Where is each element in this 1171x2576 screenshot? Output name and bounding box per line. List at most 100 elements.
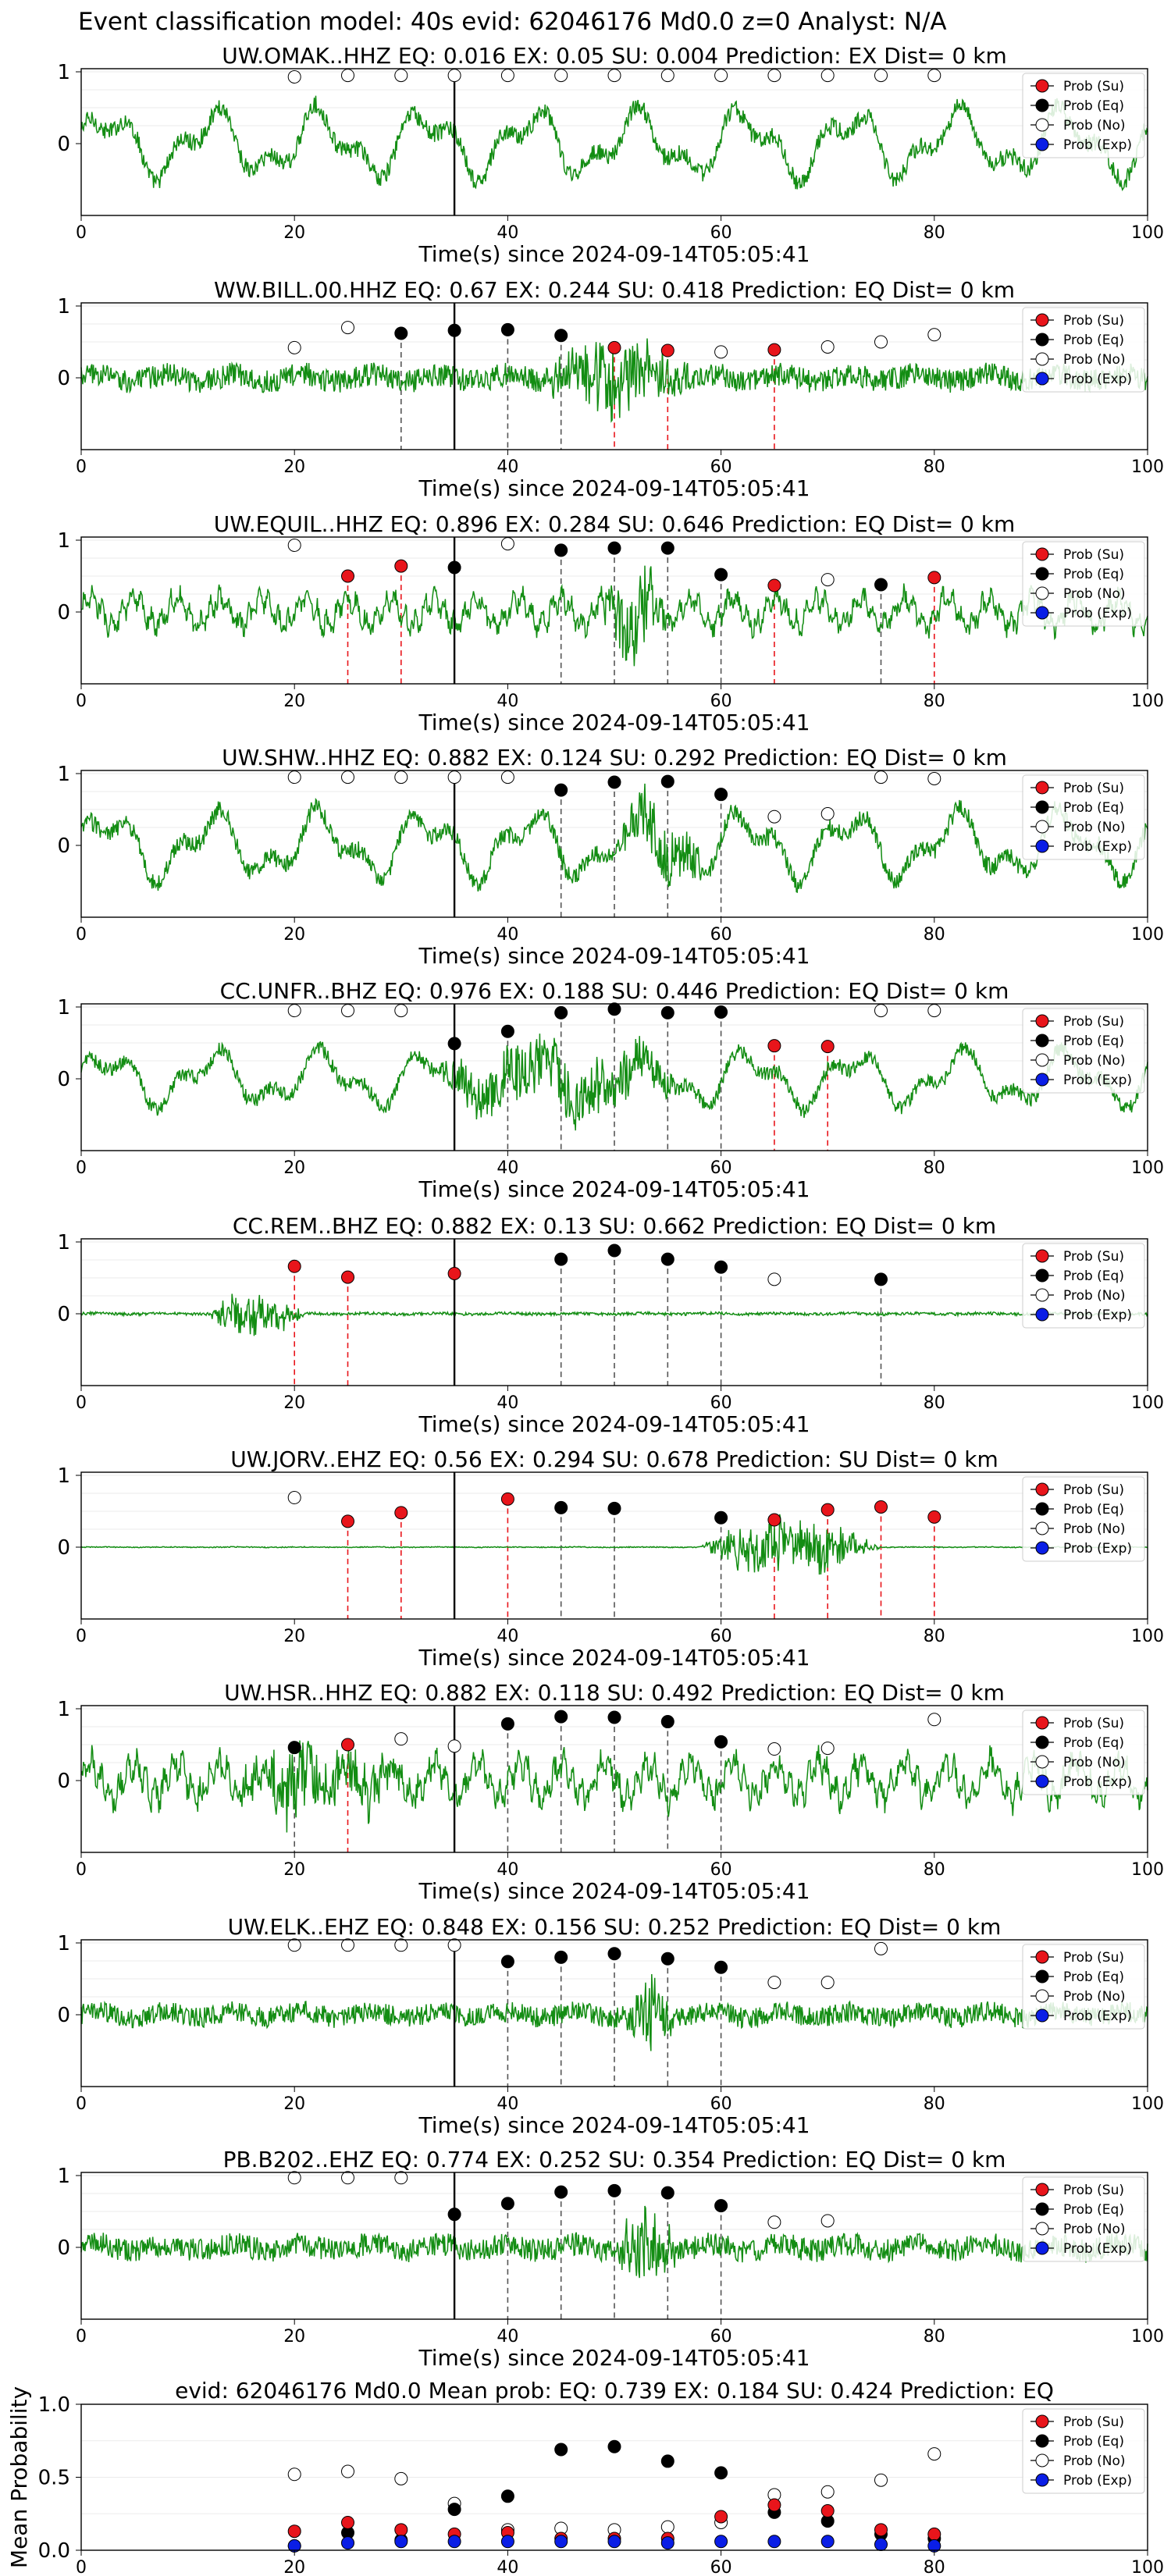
axes-frame	[80, 1939, 1148, 2087]
prob-point	[447, 560, 461, 575]
prob-point	[394, 69, 408, 83]
prob-point	[287, 1259, 301, 1273]
legend-label: Prob (Su)	[1063, 1716, 1124, 1731]
mean-point-exp	[660, 2536, 674, 2550]
x-tick-label: 0	[76, 1860, 87, 1880]
prob-point	[447, 1037, 461, 1051]
prob-point	[820, 573, 835, 587]
x-tick-label: 20	[283, 1393, 305, 1413]
panel-title: UW.EQUIL..HHZ EQ: 0.896 EX: 0.284 SU: 0.…	[214, 511, 1016, 537]
prob-point	[554, 1710, 568, 1724]
panel-title: UW.JORV..EHZ EQ: 0.56 EX: 0.294 SU: 0.67…	[230, 1446, 998, 1472]
x-tick-label: 80	[924, 1627, 945, 1646]
legend-label: Prob (Eq)	[1063, 1034, 1124, 1049]
x-tick-label: 100	[1131, 223, 1164, 243]
legend-label: Prob (No)	[1063, 1288, 1126, 1304]
x-tick-label: 20	[283, 2558, 305, 2576]
x-tick-label: 0	[76, 925, 87, 945]
x-tick-label: 80	[924, 925, 945, 945]
legend-marker	[1035, 2241, 1049, 2255]
x-axis-label: Time(s) since 2024-09-14T05:05:41	[418, 475, 810, 501]
x-tick-label: 0	[76, 223, 87, 243]
legend-marker	[1035, 1053, 1049, 1067]
prob-point	[447, 1266, 461, 1280]
legend-marker	[1035, 606, 1049, 620]
prob-point	[767, 809, 781, 824]
x-axis-label: Time(s) since 2024-09-14T05:05:41	[418, 943, 810, 969]
mean-point-su	[874, 2523, 888, 2537]
prob-point	[874, 770, 888, 785]
prob-point	[287, 538, 301, 552]
prob-point	[341, 69, 354, 83]
mean-point-su	[820, 2504, 835, 2518]
x-tick-label: 40	[497, 457, 518, 477]
legend-marker	[1035, 333, 1049, 347]
prob-point	[394, 559, 408, 573]
x-tick-label: 40	[497, 1627, 518, 1646]
prob-point	[714, 2199, 728, 2213]
x-tick-label: 20	[283, 1158, 305, 1178]
legend-label: Prob (Exp)	[1063, 2241, 1132, 2257]
legend-box	[1022, 1476, 1145, 1562]
axes-frame	[80, 1238, 1148, 1386]
prob-point	[874, 335, 888, 349]
prob-point	[500, 1955, 514, 1969]
x-tick-label: 60	[710, 457, 732, 477]
x-tick-label: 40	[497, 925, 518, 945]
x-tick-label: 0	[76, 2558, 87, 2576]
prob-point	[394, 2171, 408, 2185]
prob-point	[287, 1004, 301, 1018]
prob-point	[341, 321, 354, 335]
x-tick-label: 60	[710, 2094, 732, 2114]
legend-marker	[1035, 1989, 1049, 2003]
prob-point	[714, 1960, 728, 1974]
prob-point	[341, 2171, 354, 2185]
x-tick-label: 80	[924, 457, 945, 477]
prob-point	[714, 1260, 728, 1274]
prob-point	[927, 571, 941, 585]
prob-point	[500, 1024, 514, 1038]
mean-y-axis-label: Mean Probability	[6, 2386, 32, 2568]
prob-point	[394, 326, 408, 340]
prob-point	[287, 2171, 301, 2185]
prob-point	[820, 1503, 835, 1517]
y-tick-label: 1	[57, 529, 70, 553]
legend-marker	[1035, 1482, 1049, 1496]
legend-label: Prob (Su)	[1063, 313, 1124, 329]
legend-marker	[1035, 1249, 1049, 1263]
legend-marker	[1035, 800, 1049, 814]
prob-point	[500, 770, 514, 785]
x-tick-label: 80	[924, 1860, 945, 1880]
legend-label: Prob (Su)	[1063, 1014, 1124, 1030]
prob-point	[927, 1004, 941, 1018]
legend-marker	[1035, 1034, 1049, 1048]
y-tick-label: 0	[57, 1068, 70, 1091]
legend-label: Prob (No)	[1063, 118, 1126, 133]
legend-label: Prob (Eq)	[1063, 98, 1124, 114]
waveform-trace	[80, 1293, 1148, 1336]
prob-point	[660, 1952, 674, 1966]
x-tick-label: 40	[497, 1393, 518, 1413]
y-tick-label: 0.5	[38, 2467, 70, 2490]
prob-point	[607, 1244, 621, 1258]
legend-marker	[1035, 1735, 1049, 1749]
prob-point	[447, 69, 461, 83]
prob-point	[394, 1732, 408, 1746]
axes-frame	[80, 68, 1148, 216]
prob-point	[820, 807, 835, 821]
legend-marker	[1035, 372, 1049, 386]
prob-point	[660, 541, 674, 555]
legend-label: Prob (Eq)	[1063, 1502, 1124, 1517]
mean-point-exp	[394, 2535, 408, 2549]
x-tick-label: 80	[924, 2327, 945, 2347]
waveform-trace	[80, 2205, 1148, 2279]
prob-point	[660, 1005, 674, 1019]
mean-point-no	[874, 2473, 888, 2487]
prob-point	[927, 328, 941, 342]
prob-point	[767, 1513, 781, 1527]
x-tick-label: 20	[283, 1860, 305, 1880]
legend-label: Prob (Su)	[1063, 79, 1124, 94]
